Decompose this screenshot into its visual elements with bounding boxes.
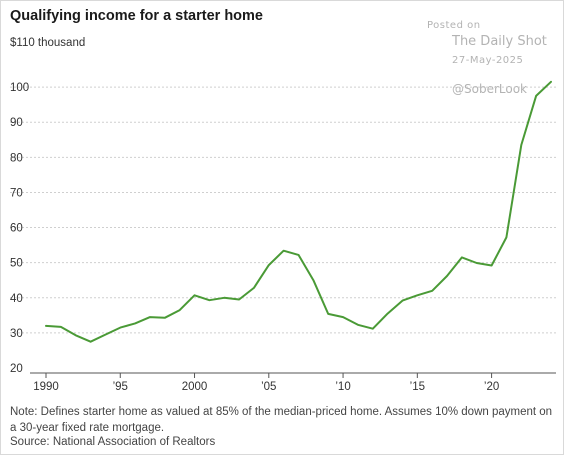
watermark-source-name: The Daily Shot	[452, 34, 547, 49]
watermark-posted: Posted on	[427, 20, 481, 31]
x-tick-label: ’10	[335, 381, 350, 393]
y-tick-label: 100	[10, 82, 29, 94]
chart-note: Note: Defines starter home as valued at …	[10, 406, 553, 434]
x-tick-label: ’05	[261, 381, 276, 393]
y-tick-label: 30	[10, 328, 23, 340]
y-tick-label: 50	[10, 258, 23, 270]
x-tick-label: ’95	[113, 381, 128, 393]
watermark-handle: @SoberLook	[452, 82, 527, 96]
x-tick-label: 1990	[33, 381, 59, 393]
series-line	[45, 80, 552, 343]
x-tick-label: ’20	[484, 381, 499, 393]
chart-title: Qualifying income for a starter home	[10, 8, 263, 24]
line-chart: 20 30 40 50 60 70 80 90 100 1990 ’95 2000 ’05 ’10 ’15 ’…	[10, 80, 556, 393]
y-tick-label: 70	[10, 187, 23, 199]
y-tick-label: 80	[10, 152, 23, 164]
x-tick-label: 2000	[182, 381, 208, 393]
watermark-date: 27-May-2025	[452, 55, 524, 66]
y-tick-label: 60	[10, 223, 23, 235]
chart-source: Source: National Association of Realtors	[10, 436, 216, 448]
x-tick-label: ’15	[410, 381, 425, 393]
y-tick-label: 90	[10, 117, 23, 129]
y-axis-top-label: $110 thousand	[10, 37, 86, 49]
y-tick-label: 40	[10, 293, 23, 305]
y-tick-label: 20	[10, 363, 23, 375]
